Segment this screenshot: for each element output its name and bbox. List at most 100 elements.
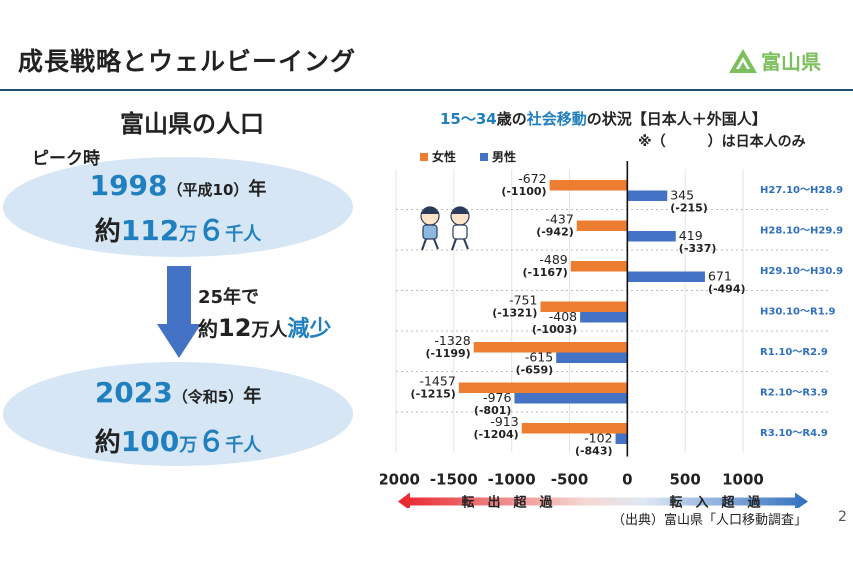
value-label-male-5: -615	[525, 350, 553, 365]
child-leg-right-1	[433, 238, 439, 250]
value-label-female-5: -1328	[434, 333, 470, 348]
bar-male-1	[627, 190, 668, 201]
value-label-female-6: -1457	[419, 374, 455, 389]
current-year: 2023	[94, 376, 173, 409]
chart-title: 15～34歳の社会移動の状況【日本人＋外国人】	[440, 108, 767, 129]
value-label-male-6: -976	[483, 390, 511, 405]
x-tick-label-4: -500	[551, 471, 589, 489]
bar-female-4	[540, 301, 628, 312]
peak-year-suffix: 年	[248, 179, 267, 200]
direction-arrow	[398, 492, 808, 508]
bar-female-2	[576, 220, 628, 231]
legend-swatch-2	[480, 153, 488, 161]
japanese-label-male-3: (-494)	[708, 283, 746, 296]
current-year-suffix: 年	[243, 386, 262, 407]
value-label-female-4: -751	[509, 293, 537, 308]
japanese-label-female-5: (-1199)	[425, 347, 470, 360]
bar-female-3	[570, 261, 628, 272]
current-yaku: 約	[94, 428, 121, 458]
bar-female-6	[458, 382, 628, 393]
outflow-label: 転 出 超 過	[461, 495, 553, 509]
mountain-logo-icon	[729, 48, 757, 73]
migration-chart: 女性 男性-672(-1100) 345(-215) H27.10～H28.9 -437…	[380, 149, 843, 509]
japanese-label-female-7: (-1204)	[473, 428, 518, 441]
bar-male-6	[514, 393, 628, 404]
current-population-line: 約100万６千人	[3, 420, 353, 460]
slide-title: 成長戦略とウェルビーイング	[18, 47, 357, 76]
decline-arrow-icon	[157, 266, 201, 358]
value-label-female-3: -489	[539, 252, 567, 267]
legend-swatch-1	[420, 153, 428, 161]
chart-title-part-2: 歳の	[496, 110, 527, 128]
japanese-label-female-2: (-942)	[536, 226, 574, 239]
chart-title-part-1: 15～34	[440, 110, 497, 128]
peak-six: ６	[197, 214, 226, 247]
peak-value: 112	[120, 214, 180, 247]
decline-value: 12	[218, 314, 252, 342]
legend-label-2: 男性	[492, 149, 516, 164]
peak-man: 万	[179, 224, 198, 245]
legend-label-1: 女性	[432, 149, 456, 164]
child-leg-right-2	[463, 238, 469, 250]
decline-word: 減少	[287, 317, 332, 342]
japanese-label-male-5: (-659)	[516, 364, 554, 377]
population-heading: 富山県の人口	[120, 110, 264, 138]
child-hair-1	[421, 207, 439, 214]
japanese-label-male-2: (-337)	[679, 242, 717, 255]
peak-ellipse: 1998（平成10）年 約112万６千人	[3, 157, 353, 257]
japanese-label-male-7: (-843)	[575, 445, 613, 458]
inflow-label: 転 入 超 過	[669, 495, 761, 509]
value-label-male-1: 345	[670, 188, 694, 203]
peak-sennin: 千人	[225, 224, 262, 245]
decline-yaku: 約	[198, 317, 218, 341]
bar-male-2	[627, 231, 676, 242]
child-leg-left-2	[451, 238, 457, 251]
x-tick-label-3: -1000	[488, 471, 536, 489]
period-label-6: R2.10～R3.9	[760, 388, 828, 399]
decline-years: 25年で	[198, 287, 260, 308]
child-hair-2	[451, 207, 469, 214]
period-label-5: R1.10～R2.9	[760, 347, 828, 358]
value-label-male-2: 419	[679, 228, 703, 243]
japanese-label-male-4: (-1003)	[532, 323, 577, 336]
value-label-male-3: 671	[708, 269, 732, 284]
peak-year-line: 1998（平成10）年	[3, 169, 353, 202]
period-label-7: R3.10～R4.9	[760, 428, 828, 439]
decline-man: 万人	[251, 320, 288, 341]
peak-era: （平成10）	[167, 181, 249, 199]
period-label-2: H28.10～H29.9	[760, 226, 843, 237]
japanese-label-male-1: (-215)	[670, 202, 708, 215]
bar-female-5	[473, 342, 628, 353]
japanese-label-female-6: (-1215)	[411, 388, 456, 401]
period-label-4: H30.10～R1.9	[760, 307, 835, 318]
bar-female-1	[549, 180, 628, 191]
value-label-female-1: -672	[518, 171, 546, 186]
x-tick-label-6: 500	[670, 471, 701, 489]
logo-text: 富山県	[761, 50, 821, 74]
current-ellipse: 2023（令和5）年 約100万６千人	[3, 362, 353, 466]
japanese-label-female-3: (-1167)	[523, 266, 568, 279]
title-divider	[0, 89, 853, 91]
x-tick-label-1: -2000	[380, 471, 420, 489]
child-body-2	[452, 224, 468, 240]
x-tick-label-2: -1500	[430, 471, 478, 489]
bar-male-3	[627, 271, 705, 282]
decline-text: 25年で 約12万人減少	[198, 283, 331, 343]
bar-female-7	[521, 423, 628, 434]
period-label-1: H27.10～H28.9	[760, 185, 843, 196]
japanese-label-female-1: (-1100)	[501, 185, 546, 198]
bar-male-7	[615, 433, 628, 444]
peak-year: 1998	[89, 169, 168, 202]
peak-label: ピーク時	[32, 149, 100, 169]
source-note: （出典）富山県「人口移動調査」	[612, 513, 808, 528]
chart-title-part-3: 社会移動	[526, 110, 587, 128]
value-label-male-4: -408	[549, 309, 577, 324]
current-year-line: 2023（令和5）年	[3, 376, 353, 409]
child-leg-left-1	[421, 238, 427, 251]
japanese-label-male-6: (-801)	[474, 404, 512, 417]
current-era: （令和5）	[172, 388, 244, 406]
period-label-3: H29.10～H30.9	[760, 266, 843, 277]
current-six: ６	[197, 425, 226, 458]
bar-male-4	[580, 312, 628, 323]
page-number: 2	[838, 509, 847, 525]
